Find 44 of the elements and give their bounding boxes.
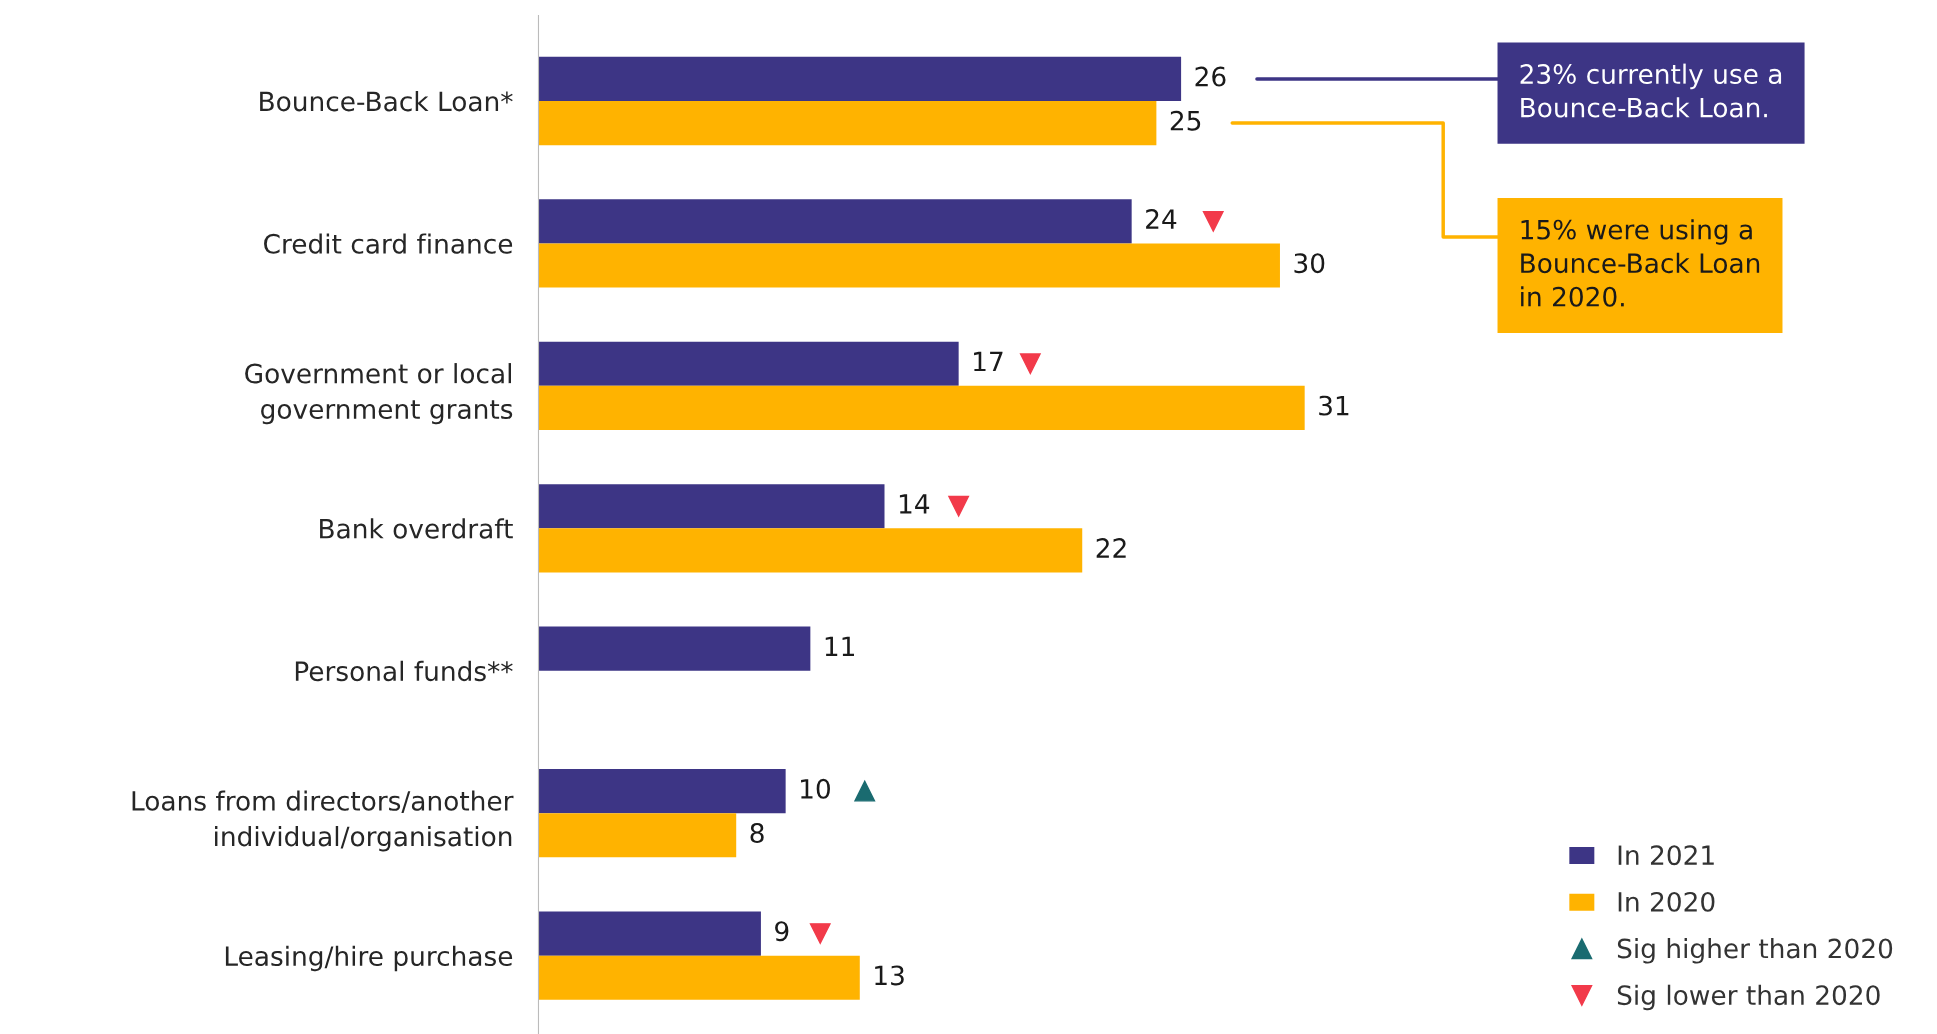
point <box>854 780 876 802</box>
bar <box>538 100 1157 146</box>
bar <box>538 56 1182 101</box>
text: 23% currently use a Bounce-Back Loan. <box>1520 63 1782 118</box>
y-tick-label: Bank overdraft <box>320 518 513 539</box>
data-label: 22 <box>1096 538 1126 558</box>
legend-label: In 2021 <box>1618 845 1714 866</box>
text: 15% were using a Bounce-Back Loan in 2020. <box>1521 219 1760 307</box>
bar <box>538 955 860 1000</box>
data-label: 26 <box>1195 66 1226 87</box>
y-tick-label: Credit card finance <box>264 233 513 254</box>
bar <box>538 626 811 671</box>
y-tick-label: Government or local government grants <box>245 363 513 425</box>
data-label: 30 <box>1294 253 1325 274</box>
y-tick-label: Bounce-Back Loan* <box>260 90 513 112</box>
y-tick-label: Loans from directors/another individual/organisation <box>132 790 514 852</box>
legend-label: Sig higher than 2020 <box>1617 938 1893 964</box>
data-label: 17 <box>974 351 1003 372</box>
bar <box>538 911 761 956</box>
bar <box>538 341 959 386</box>
data-label: 13 <box>875 965 904 986</box>
point <box>809 923 831 944</box>
y-tick-label: Leasing/hire purchase <box>225 945 513 972</box>
bar <box>538 484 885 529</box>
bar <box>538 385 1305 431</box>
bar <box>538 199 1132 244</box>
data-label: 14 <box>899 494 930 514</box>
legend-label: Sig lower than 2020 <box>1617 984 1880 1011</box>
data-label: 25 <box>1170 110 1201 131</box>
data-label: 10 <box>801 778 830 799</box>
legend-label: In 2020 <box>1618 891 1715 912</box>
bar <box>538 528 1083 573</box>
point <box>1202 210 1224 232</box>
bar <box>538 813 737 858</box>
data-label: 31 <box>1319 395 1349 416</box>
point <box>948 495 970 517</box>
data-label: 9 <box>775 921 789 942</box>
data-label: 24 <box>1146 209 1177 229</box>
y-tick-label: Personal funds** <box>295 660 513 682</box>
data-label: 11 <box>825 636 854 656</box>
data-label: 8 <box>750 822 764 843</box>
bar <box>538 769 786 814</box>
bar <box>538 243 1280 288</box>
point <box>1019 353 1041 375</box>
